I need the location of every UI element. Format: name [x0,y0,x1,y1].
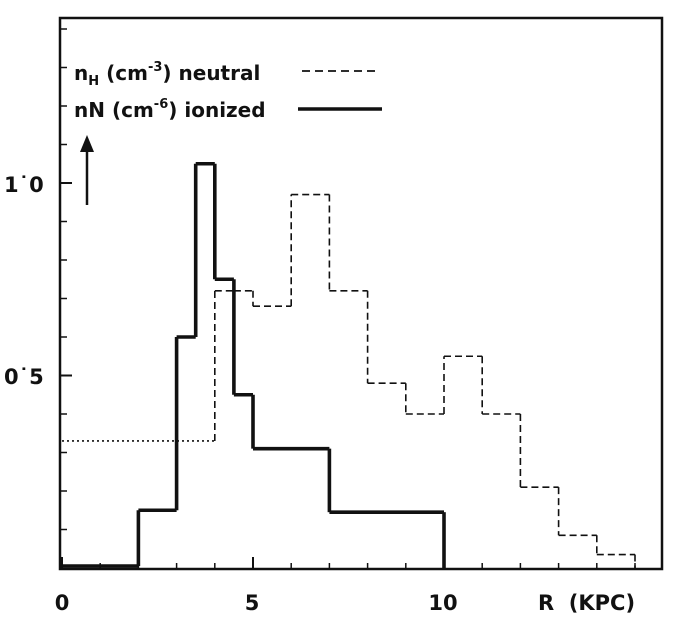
legend-neutral-unit: (cm [99,61,148,85]
series-ionized [62,161,446,568]
legend-ionized-unit-close: ) [168,98,177,122]
x-tick-label-10: 10 [428,591,457,615]
legend-ionized-symbol: nN [74,98,105,122]
series-neutral [62,193,636,568]
legend-neutral-sup: -3 [148,60,162,75]
x-axis-label: R (KPC) [538,591,635,615]
svg-text:nH (cm-3) neutral: nH (cm-3) neutral [74,60,260,89]
plot-frame [58,16,664,571]
y-tick-label-0-5: 0˙5 [4,365,44,389]
x-tick-label-5: 5 [245,591,260,615]
legend: nH (cm-3) neutral nN (cm-6) ionized [74,60,382,205]
legend-neutral-desc: neutral [172,61,261,85]
legend-entry-ionized: nN (cm-6) ionized [74,97,382,122]
legend-ionized-desc: ionized [177,98,265,122]
legend-entry-neutral: nH (cm-3) neutral [74,60,380,89]
legend-neutral-unit-close: ) [162,61,171,85]
legend-neutral-sub: H [88,74,99,89]
up-arrow-icon [80,135,94,205]
x-tick-label-0: 0 [55,591,70,615]
y-tick-label-1-0: 1˙0 [4,173,44,197]
legend-ionized-unit: (cm [105,98,154,122]
legend-neutral-symbol: n [74,61,88,85]
legend-ionized-sup: -6 [154,97,168,112]
svg-text:nN (cm-6) ionized: nN (cm-6) ionized [74,97,266,122]
